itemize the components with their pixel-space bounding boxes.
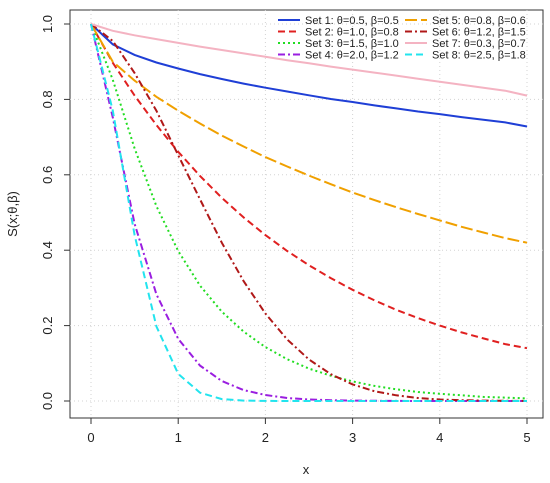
legend-label: Set 7: θ=0.3, β=0.7 — [432, 38, 526, 50]
y-axis-title: S(x;θ,β) — [5, 191, 20, 237]
series-lines — [90, 23, 528, 402]
y-tick-label: 0.2 — [40, 317, 55, 335]
legend-label: Set 6: θ=1.2, β=1.5 — [432, 27, 526, 39]
series-line-2 — [90, 23, 528, 350]
y-tick-label: 0.8 — [40, 90, 55, 108]
y-tick-label: 1.0 — [40, 15, 55, 33]
y-tick-label: 0.4 — [40, 241, 55, 259]
x-tick-label: 4 — [436, 430, 443, 445]
series-line-3 — [90, 23, 528, 400]
x-tick-label: 2 — [262, 430, 269, 445]
plot-frame — [69, 9, 544, 419]
legend-label: Set 1: θ=0.5, β=0.5 — [305, 15, 399, 27]
legend-label: Set 3: θ=1.5, β=1.0 — [305, 38, 399, 50]
x-tick-label: 3 — [349, 430, 356, 445]
series-line-5 — [90, 23, 528, 244]
y-tick-label: 0.6 — [40, 166, 55, 184]
series-line-8 — [90, 23, 527, 402]
x-tick-label: 0 — [87, 430, 94, 445]
series-line-1 — [90, 23, 528, 128]
x-axis-title: x — [303, 462, 310, 477]
x-tick-label: 5 — [523, 430, 530, 445]
legend-label: Set 4: θ=2.0, β=1.2 — [305, 50, 399, 62]
legend-label: Set 2: θ=1.0, β=0.8 — [305, 27, 399, 39]
series-line-7 — [90, 23, 528, 97]
y-tick-label: 0.0 — [40, 392, 55, 410]
legend-label: Set 5: θ=0.8, β=0.6 — [432, 15, 526, 27]
series-line-6 — [90, 23, 528, 402]
legend-label: Set 8: θ=2.5, β=1.8 — [432, 50, 526, 62]
x-tick-label: 1 — [175, 430, 182, 445]
grid — [70, 10, 543, 418]
axes: 0 1 2 3 4 5 0.0 0.2 0.4 0.6 0.8 1.0 — [40, 15, 531, 445]
